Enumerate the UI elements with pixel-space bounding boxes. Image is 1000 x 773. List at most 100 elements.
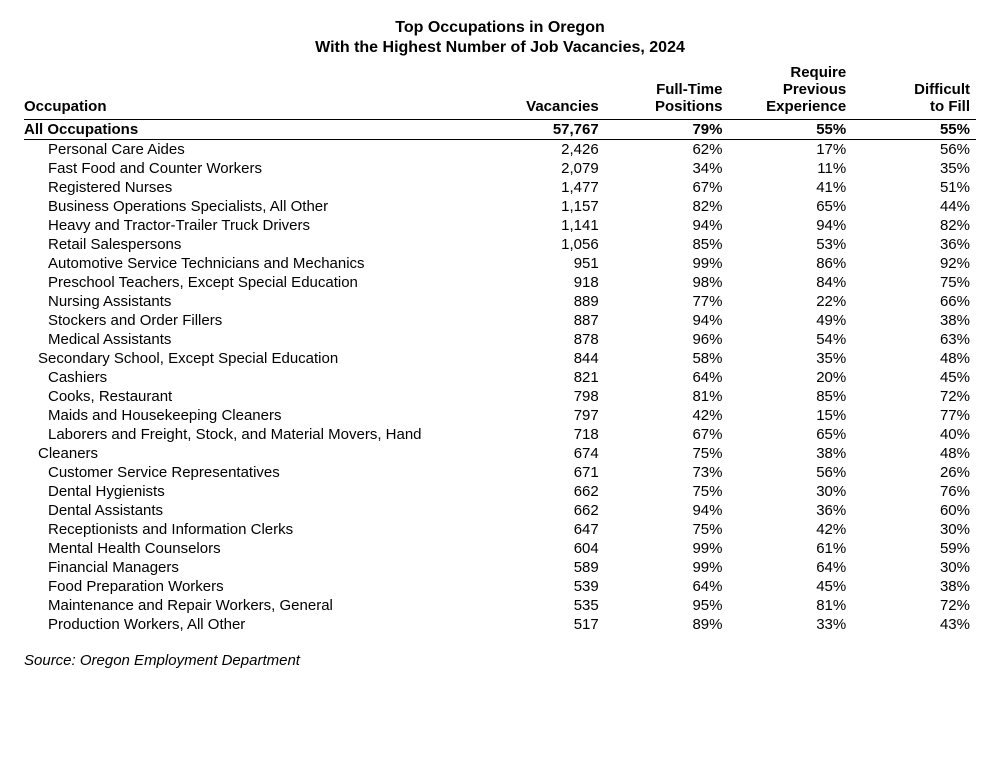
cell-experience: 35% [728,349,852,368]
cell-occupation: Personal Care Aides [24,140,481,160]
cell-vacancies: 878 [481,330,605,349]
table-row: Maids and Housekeeping Cleaners79742%15%… [24,406,976,425]
cell-vacancies: 589 [481,558,605,577]
cell-experience: 84% [728,273,852,292]
table-row: Mental Health Counselors60499%61%59% [24,539,976,558]
cell-experience: 94% [728,216,852,235]
cell-difficult: 63% [852,330,976,349]
header-experience: RequirePreviousExperience [728,62,852,120]
cell-fulltime: 67% [605,178,729,197]
table-row: Automotive Service Technicians and Mecha… [24,254,976,273]
table-row: Medical Assistants87896%54%63% [24,330,976,349]
cell-difficult: 43% [852,615,976,634]
cell-occupation: Preschool Teachers, Except Special Educa… [24,273,481,292]
cell-occupation: Medical Assistants [24,330,481,349]
cell-vacancies: 798 [481,387,605,406]
cell-difficult: 92% [852,254,976,273]
cell-vacancies: 821 [481,368,605,387]
total-row: All Occupations57,76779%55%55% [24,120,976,140]
cell-difficult: 40% [852,425,976,444]
cell-difficult: 77% [852,406,976,425]
cell-vacancies: 889 [481,292,605,311]
cell-difficult: 30% [852,520,976,539]
cell-occupation: Heavy and Tractor-Trailer Truck Drivers [24,216,481,235]
cell-fulltime: 67% [605,425,729,444]
header-occupation: Occupation [24,62,481,120]
cell-vacancies: 918 [481,273,605,292]
cell-fulltime: 82% [605,197,729,216]
cell-experience: 55% [728,120,852,140]
header-vacancies: Vacancies [481,62,605,120]
cell-vacancies: 718 [481,425,605,444]
cell-difficult: 38% [852,311,976,330]
cell-vacancies: 671 [481,463,605,482]
table-row: Cashiers82164%20%45% [24,368,976,387]
cell-difficult: 55% [852,120,976,140]
cell-fulltime: 42% [605,406,729,425]
cell-fulltime: 94% [605,216,729,235]
cell-fulltime: 94% [605,501,729,520]
cell-vacancies: 539 [481,577,605,596]
cell-experience: 20% [728,368,852,387]
cell-experience: 38% [728,444,852,463]
cell-fulltime: 99% [605,539,729,558]
table-row: Personal Care Aides2,42662%17%56% [24,140,976,160]
cell-experience: 49% [728,311,852,330]
table-row: Nursing Assistants88977%22%66% [24,292,976,311]
cell-difficult: 56% [852,140,976,160]
cell-difficult: 66% [852,292,976,311]
table-row: Fast Food and Counter Workers2,07934%11%… [24,159,976,178]
cell-vacancies: 797 [481,406,605,425]
cell-difficult: 30% [852,558,976,577]
table-row: Laborers and Freight, Stock, and Materia… [24,425,976,444]
table-body: All Occupations57,76779%55%55%Personal C… [24,120,976,635]
vacancies-table: Occupation Vacancies Full-TimePositions … [24,62,976,634]
cell-vacancies: 662 [481,501,605,520]
cell-difficult: 82% [852,216,976,235]
cell-occupation: Customer Service Representatives [24,463,481,482]
cell-occupation: Food Preparation Workers [24,577,481,596]
table-row: Dental Hygienists66275%30%76% [24,482,976,501]
cell-experience: 64% [728,558,852,577]
cell-occupation: Cooks, Restaurant [24,387,481,406]
cell-vacancies: 1,056 [481,235,605,254]
cell-occupation: Dental Assistants [24,501,481,520]
table-row: Receptionists and Information Clerks6477… [24,520,976,539]
cell-fulltime: 77% [605,292,729,311]
table-row: Dental Assistants66294%36%60% [24,501,976,520]
cell-fulltime: 62% [605,140,729,160]
cell-experience: 41% [728,178,852,197]
cell-experience: 30% [728,482,852,501]
cell-vacancies: 951 [481,254,605,273]
table-row: Maintenance and Repair Workers, General5… [24,596,976,615]
cell-vacancies: 1,477 [481,178,605,197]
cell-experience: 56% [728,463,852,482]
table-row: Retail Salespersons1,05685%53%36% [24,235,976,254]
cell-difficult: 36% [852,235,976,254]
title-line-1: Top Occupations in Oregon [24,18,976,38]
table-row: Customer Service Representatives67173%56… [24,463,976,482]
cell-occupation: Secondary School, Except Special Educati… [24,349,481,368]
cell-fulltime: 95% [605,596,729,615]
table-row: Stockers and Order Fillers88794%49%38% [24,311,976,330]
cell-occupation: Cleaners [24,444,481,463]
cell-occupation: Mental Health Counselors [24,539,481,558]
cell-fulltime: 75% [605,444,729,463]
cell-difficult: 51% [852,178,976,197]
cell-occupation: Registered Nurses [24,178,481,197]
table-row: Financial Managers58999%64%30% [24,558,976,577]
cell-fulltime: 89% [605,615,729,634]
cell-fulltime: 58% [605,349,729,368]
cell-experience: 45% [728,577,852,596]
table-row: Cooks, Restaurant79881%85%72% [24,387,976,406]
cell-vacancies: 604 [481,539,605,558]
header-fulltime: Full-TimePositions [605,62,729,120]
cell-experience: 86% [728,254,852,273]
cell-vacancies: 535 [481,596,605,615]
header-difficult: Difficultto Fill [852,62,976,120]
table-row: Production Workers, All Other51789%33%43… [24,615,976,634]
cell-fulltime: 79% [605,120,729,140]
cell-occupation: Stockers and Order Fillers [24,311,481,330]
cell-difficult: 26% [852,463,976,482]
cell-vacancies: 647 [481,520,605,539]
